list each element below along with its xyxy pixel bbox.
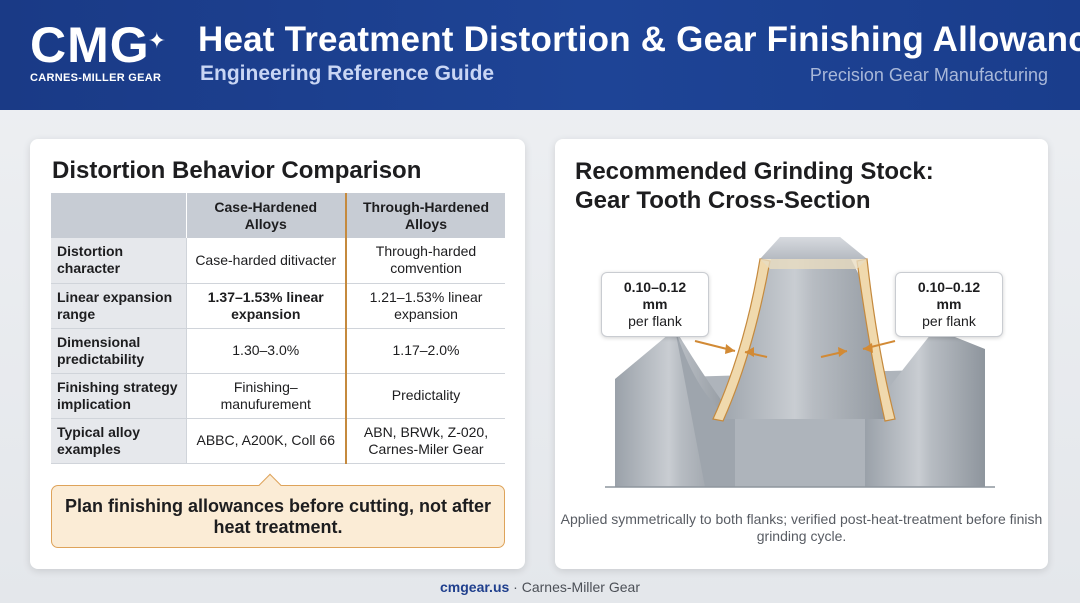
right-arrowhead-out <box>838 347 847 357</box>
tip-stock-layer <box>760 259 867 269</box>
table-row: Linear expansion range 1.37–1.53% linear… <box>51 283 505 329</box>
row-label: Typical alloy examples <box>51 418 187 464</box>
row-label: Linear expansion range <box>51 283 187 329</box>
row-label: Dimensional predictability <box>51 328 187 374</box>
callout-box: Plan finishing allowances before cutting… <box>51 485 505 548</box>
grinding-card: Recommended Grinding Stock: Gear Tooth C… <box>555 139 1048 569</box>
right-arrowhead-in <box>863 343 873 353</box>
table-row: Distortion character Case-harded ditivac… <box>51 238 505 284</box>
header-banner: CMG ✦ CARNES-MILLER GEAR Heat Treatment D… <box>0 0 1080 110</box>
footer: cmgear.us · Carnes-Miller Gear <box>0 579 1080 595</box>
maple-leaf-icon: ✦ <box>147 28 168 53</box>
case-hardened-cell: 1.37–1.53% linear expansion <box>186 283 347 329</box>
company-logo: CMG ✦ CARNES-MILLER GEAR <box>30 20 170 84</box>
table-row: Dimensional predictability 1.30–3.0% 1.1… <box>51 328 505 374</box>
column-header-through: Through-Hardened Alloys <box>346 193 505 238</box>
left-flank-unit: per flank <box>628 313 682 329</box>
case-hardened-cell: Case-harded ditivacter <box>186 238 347 284</box>
left-arrowhead-in <box>725 344 735 354</box>
table-row: Typical alloy examples ABBC, A200K, Coll… <box>51 418 505 464</box>
table-header-row: Case-Hardened Alloys Through-Hardened Al… <box>51 193 505 238</box>
tooth-top-face <box>760 237 867 259</box>
page-title: Heat Treatment Distortion & Gear Finishi… <box>198 20 1080 59</box>
right-flank-value: 0.10–0.12 mm <box>917 279 981 312</box>
right-stock-layer <box>856 258 896 422</box>
left-flank-label: 0.10–0.12 mm per flank <box>601 272 709 337</box>
right-flank-unit: per flank <box>922 313 976 329</box>
through-hardened-cell: 1.21–1.53% linear expansion <box>346 283 505 329</box>
left-root <box>675 329 735 487</box>
through-hardened-cell: Predictality <box>346 373 505 419</box>
gear-tooth-diagram <box>605 237 995 488</box>
through-hardened-cell: ABN, BRWk, Z-020, Carnes-Miler Gear <box>346 418 505 464</box>
comparison-card: Distortion Behavior Comparison Case-Hard… <box>30 139 525 569</box>
logo-mark: CMG <box>30 17 150 73</box>
left-stock-layer <box>712 258 771 422</box>
through-hardened-cell: Through-harded comvention <box>346 238 505 284</box>
logo-subtitle: CARNES-MILLER GEAR <box>30 72 162 84</box>
column-header-blank <box>51 193 187 238</box>
center-tooth <box>713 237 895 419</box>
case-hardened-cell: 1.30–3.0% <box>186 328 347 374</box>
grinding-title-line2: Gear Tooth Cross-Section <box>575 187 871 214</box>
header-tagline: Precision Gear Manufacturing <box>809 65 1048 85</box>
diagram-caption: Applied symmetrically to both flanks; ve… <box>560 511 1043 544</box>
left-flank-value: 0.10–0.12 mm <box>623 279 687 312</box>
comparison-table: Case-Hardened Alloys Through-Hardened Al… <box>51 193 505 464</box>
row-label: Distortion character <box>51 238 187 284</box>
row-label: Finishing strategy implication <box>51 373 187 419</box>
right-flank-label: 0.10–0.12 mm per flank <box>895 272 1003 337</box>
case-hardened-cell: ABBC, A200K, Coll 66 <box>186 418 347 464</box>
column-header-case: Case-Hardened Alloys <box>186 193 347 238</box>
grinding-title-line1: Recommended Grinding Stock: <box>575 158 934 185</box>
footer-company: Carnes-Miller Gear <box>521 579 640 595</box>
footer-url[interactable]: cmgear.us <box>440 579 510 595</box>
table-row: Finishing strategy implication Finishing… <box>51 373 505 419</box>
case-hardened-cell: Finishing–manufurement <box>186 373 347 419</box>
through-hardened-cell: 1.17–2.0% <box>346 328 505 374</box>
left-arrowhead-out <box>745 347 754 357</box>
footer-separator: · <box>509 579 522 595</box>
page-subtitle: Engineering Reference Guide <box>200 62 495 85</box>
comparison-title: Distortion Behavior Comparison <box>52 157 422 184</box>
right-adjacent-tooth <box>865 329 985 487</box>
grinding-title: Recommended Grinding Stock: Gear Tooth C… <box>575 157 934 215</box>
